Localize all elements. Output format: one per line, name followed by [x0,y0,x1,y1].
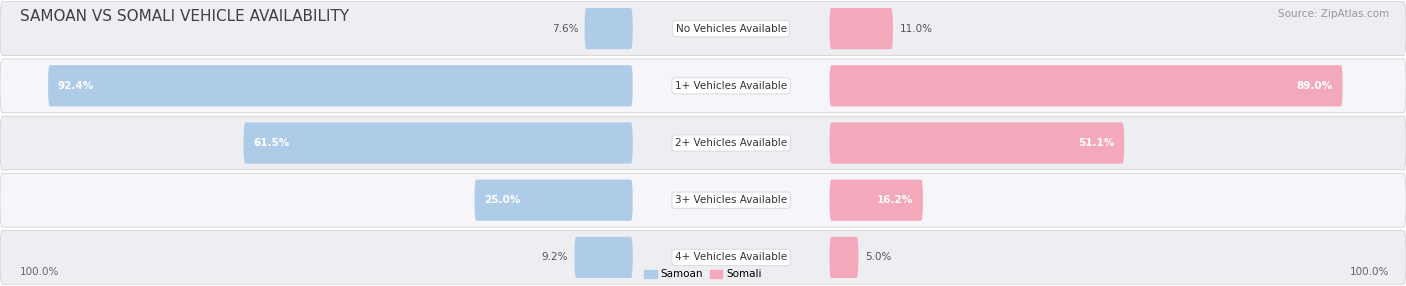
Legend: Samoan, Somali: Samoan, Somali [640,265,766,284]
Text: SAMOAN VS SOMALI VEHICLE AVAILABILITY: SAMOAN VS SOMALI VEHICLE AVAILABILITY [20,9,349,23]
FancyBboxPatch shape [575,237,633,278]
Text: 1+ Vehicles Available: 1+ Vehicles Available [675,81,787,91]
FancyBboxPatch shape [0,2,1406,55]
Text: 4+ Vehicles Available: 4+ Vehicles Available [675,253,787,262]
Text: 5.0%: 5.0% [865,253,891,262]
FancyBboxPatch shape [475,180,633,221]
Text: No Vehicles Available: No Vehicles Available [676,24,786,33]
Text: 92.4%: 92.4% [58,81,94,91]
FancyBboxPatch shape [830,180,922,221]
Text: Source: ZipAtlas.com: Source: ZipAtlas.com [1278,9,1389,19]
Text: 51.1%: 51.1% [1078,138,1115,148]
FancyBboxPatch shape [830,65,1343,106]
FancyBboxPatch shape [0,116,1406,170]
Text: 7.6%: 7.6% [551,24,578,33]
Text: 11.0%: 11.0% [900,24,932,33]
Text: 61.5%: 61.5% [253,138,290,148]
Text: 100.0%: 100.0% [1350,267,1389,277]
Text: 25.0%: 25.0% [484,195,520,205]
FancyBboxPatch shape [830,237,858,278]
FancyBboxPatch shape [0,173,1406,227]
FancyBboxPatch shape [243,122,633,164]
Text: 3+ Vehicles Available: 3+ Vehicles Available [675,195,787,205]
FancyBboxPatch shape [48,65,633,106]
FancyBboxPatch shape [830,8,893,49]
Text: 100.0%: 100.0% [20,267,59,277]
FancyBboxPatch shape [0,231,1406,284]
Text: 16.2%: 16.2% [877,195,914,205]
FancyBboxPatch shape [585,8,633,49]
FancyBboxPatch shape [0,59,1406,113]
FancyBboxPatch shape [830,122,1125,164]
Text: 2+ Vehicles Available: 2+ Vehicles Available [675,138,787,148]
Text: 9.2%: 9.2% [541,253,568,262]
Text: 89.0%: 89.0% [1296,81,1333,91]
